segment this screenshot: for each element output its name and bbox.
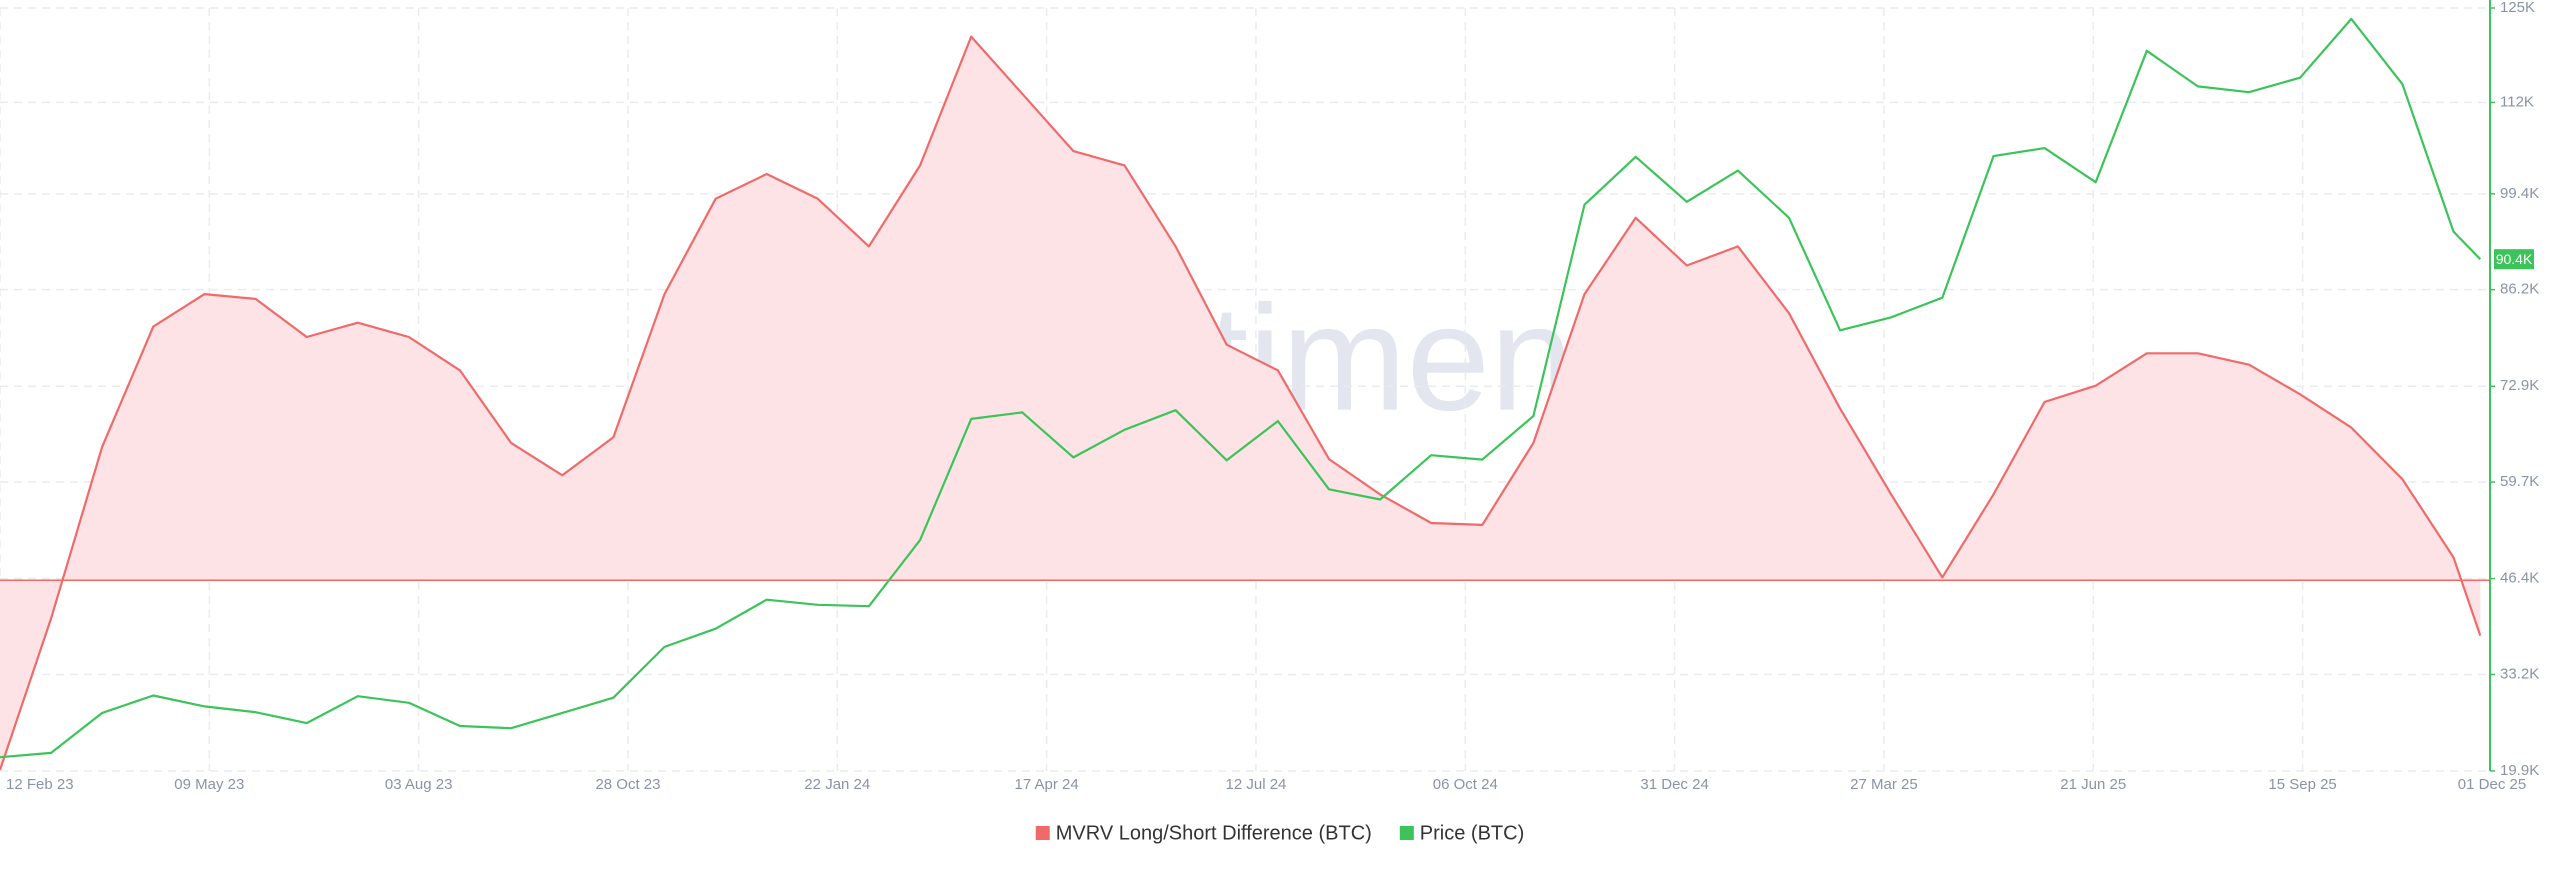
y2-tick-label: 59.7K xyxy=(2500,473,2539,490)
y2-tick-label: 86.2K xyxy=(2500,281,2539,298)
x-tick-label: 06 Oct 24 xyxy=(1433,776,1498,793)
legend: MVRV Long/Short Difference (BTC) Price (B… xyxy=(1035,822,1524,844)
x-tick-label: 28 Oct 23 xyxy=(595,776,660,793)
legend-swatch xyxy=(1035,826,1050,840)
x-tick-label: 09 May 23 xyxy=(174,776,244,793)
y2-tick-label: 72.9K xyxy=(2500,377,2539,394)
area xyxy=(0,36,2481,771)
y2-tick-label: 125K xyxy=(2500,0,2535,16)
y2-tick-label: 19.9K xyxy=(2500,762,2539,779)
x-tick-label: 22 Jan 24 xyxy=(804,776,870,793)
y2-tick-label: 112K xyxy=(2500,93,2534,110)
x-tick-label: 21 Jun 25 xyxy=(2060,776,2126,793)
current-value-badge xyxy=(2494,249,2534,270)
x-tick-label: 03 Aug 23 xyxy=(385,776,453,793)
legend-label: Price (BTC) xyxy=(1420,822,1524,844)
x-tick-label: 12 Jul 24 xyxy=(1226,776,1287,793)
y2-tick-label: 46.4K xyxy=(2500,570,2539,587)
x-tick-label: 15 Sep 25 xyxy=(2268,776,2336,793)
x-tick-label: 17 Apr 24 xyxy=(1015,776,1079,793)
current-value-label: 90.4K xyxy=(2496,251,2533,267)
x-tick-label: 01 Dec 25 xyxy=(2458,776,2526,793)
y2-tick-label: 33.2K xyxy=(2500,665,2539,682)
y2-tick-label: 99.4K xyxy=(2500,185,2539,202)
x-tick-label: 31 Dec 24 xyxy=(1640,776,1708,793)
x-tick-label: 12 Feb 23 xyxy=(6,776,74,793)
x-tick-label: 27 Mar 25 xyxy=(1850,776,1918,793)
line xyxy=(0,17,2482,759)
legend-swatch xyxy=(1399,826,1414,840)
legend-label: MVRV Long/Short Difference (BTC) xyxy=(1056,822,1372,844)
line xyxy=(0,35,2482,771)
